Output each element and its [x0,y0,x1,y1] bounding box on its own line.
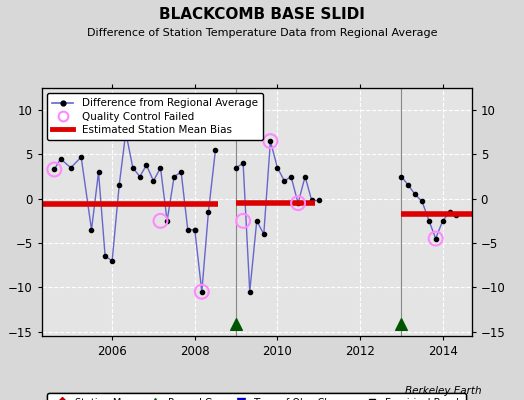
Point [239,218,247,224]
Point [50,166,59,173]
Point [128,129,137,136]
Point [294,200,302,206]
Point [431,235,440,242]
Text: Difference of Station Temperature Data from Regional Average: Difference of Station Temperature Data f… [87,28,437,38]
Point [397,321,406,328]
Text: Berkeley Earth: Berkeley Earth [406,386,482,396]
Legend: Station Move, Record Gap, Time of Obs. Change, Empirical Break: Station Move, Record Gap, Time of Obs. C… [47,393,466,400]
Point [198,288,206,295]
Point [266,138,275,144]
Text: BLACKCOMB BASE SLIDI: BLACKCOMB BASE SLIDI [159,7,365,22]
Point [156,218,165,224]
Point [232,321,241,328]
